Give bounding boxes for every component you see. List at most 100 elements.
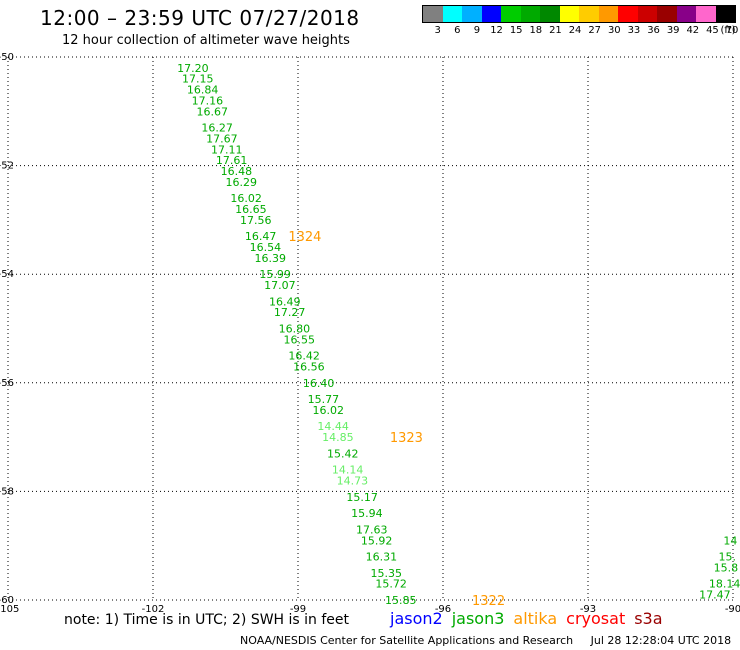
lat-tick-label: -52: [0, 161, 14, 172]
map-subtitle: 12 hour collection of altimeter wave hei…: [62, 33, 350, 48]
legend-swatch: [618, 6, 638, 22]
legend-swatch: [540, 6, 560, 22]
wave-height-label: 15.35: [371, 567, 403, 580]
wave-height-label: 17.61: [216, 154, 248, 167]
lon-tick-label: -96: [435, 604, 451, 615]
wave-height-label: 16.48: [221, 165, 253, 178]
wave-height-label: 16.39: [255, 252, 287, 265]
legend-swatch: [676, 6, 696, 22]
wave-height-label: 14.85: [322, 431, 354, 444]
wave-height-label: 16.47: [245, 230, 276, 243]
wave-height-label: 17.27: [274, 306, 306, 319]
lat-tick-label: -50: [0, 52, 14, 63]
wave-height-label: 17.63: [356, 523, 388, 536]
lon-tick-label: -102: [142, 604, 165, 615]
wave-height-label: 16.54: [250, 241, 282, 254]
wave-height-label: 17.11: [211, 143, 243, 156]
legend-tick-label: 27: [588, 25, 602, 36]
wave-height-label: 16.55: [284, 333, 316, 346]
pass-number-label: 1322: [472, 594, 505, 609]
legend-tick-label: 21: [549, 25, 562, 36]
legend-swatch: [637, 6, 657, 22]
color-scale-ticks: 3 6 9 12 15 18 21 24 27 30 33 36 39 42 45 70 (ft): [422, 23, 739, 37]
satellite-altika-label: altika: [513, 609, 558, 628]
wave-height-label: 15.72: [375, 578, 407, 591]
lat-tick-label: -56: [0, 378, 14, 389]
wave-height-label: 17.15: [182, 73, 214, 86]
lon-tick-label: -99: [290, 604, 306, 615]
lat-tick-label: -54: [0, 269, 14, 280]
legend-swatch: [696, 6, 716, 22]
pass-number-label: 1323: [390, 431, 423, 446]
lon-tick-label: -90: [725, 604, 740, 615]
wave-height-label: 16.40: [303, 377, 335, 390]
generated-timestamp: Jul 28 12:28:04 UTC 2018: [590, 634, 732, 647]
lon-tick-label: -93: [580, 604, 596, 615]
wave-height-label: 14.44: [317, 420, 349, 433]
lat-tick-label: -58: [0, 486, 14, 497]
legend-swatch: [598, 6, 618, 22]
legend-swatch: [501, 6, 521, 22]
wave-height-label: 16.31: [366, 551, 398, 564]
wave-height-label: 17.67: [206, 132, 238, 145]
legend-tick-label: 42: [686, 25, 700, 36]
legend-swatch: [520, 6, 540, 22]
wave-height-label-east: 15.8: [714, 561, 739, 574]
wave-height-label: 16.80: [279, 323, 311, 336]
wave-height-label: 16.42: [288, 350, 320, 363]
wave-height-label: 15.85: [385, 594, 417, 607]
legend-tick-label: 3: [434, 25, 441, 36]
pass-number-label: 1324: [288, 230, 321, 245]
wave-height-label: 17.56: [240, 214, 272, 227]
legend-tick-label: 45: [706, 25, 719, 36]
wave-height-label: 14.14: [332, 464, 364, 477]
color-scale-bar: [422, 5, 736, 23]
satellite-jason2-label: jason2: [390, 609, 443, 628]
legend-swatch: [462, 6, 482, 22]
legend-tick-label: 15: [509, 25, 523, 36]
wave-height-label: 15.42: [327, 447, 359, 460]
wave-height-label: 14.73: [337, 475, 369, 488]
legend-tick-label: 18: [529, 25, 543, 36]
map-title: 12:00 – 23:59 UTC 07/27/2018: [40, 6, 360, 30]
wave-height-label: 16.65: [235, 203, 267, 216]
satellite-cryosat-label: cryosat: [566, 609, 626, 628]
wave-height-label-east: 17.47: [699, 589, 731, 602]
legend-tick-label: 12: [490, 25, 503, 36]
wave-height-label: 15.92: [361, 534, 393, 547]
wave-height-label: 17.07: [264, 279, 296, 292]
lon-tick-label: -105: [0, 604, 19, 615]
satellite-s3a-label: s3a: [634, 609, 663, 628]
legend-swatch: [559, 6, 579, 22]
legend-unit-label: (ft): [720, 25, 736, 36]
lat-tick-label: -60: [0, 595, 14, 606]
wave-height-label: 15.77: [308, 393, 340, 406]
footer-note: note: 1) Time is in UTC; 2) SWH is in fe…: [64, 612, 350, 628]
legend-swatch: [579, 6, 599, 22]
wave-height-label-east: 14: [723, 534, 737, 547]
wave-height-label: 16.56: [293, 361, 325, 374]
satellite-jason3-label: jason3: [451, 609, 505, 628]
legend-tick-label: 6: [454, 25, 461, 36]
credit-line: NOAA/NESDIS Center for Satellite Applica…: [240, 634, 731, 647]
wave-height-label: 17.20: [177, 62, 209, 75]
wave-height-label-east: 15.: [719, 551, 737, 564]
wave-height-label: 15.94: [351, 507, 383, 520]
wave-height-label: 16.02: [230, 192, 261, 205]
credit-text: NOAA/NESDIS Center for Satellite Applica…: [240, 634, 574, 647]
legend-tick-label: 9: [473, 25, 481, 36]
wave-height-label: 17.16: [192, 94, 224, 107]
legend-tick-label: 30: [607, 25, 621, 36]
legend-tick-label: 39: [666, 25, 680, 36]
legend-swatch: [481, 6, 501, 22]
wave-height-label: 15.17: [346, 491, 378, 504]
wave-height-label: 16.67: [197, 105, 229, 118]
legend-swatch: [715, 6, 735, 22]
wave-height-label: 16.29: [226, 176, 258, 189]
satellite-legend: jason2 jason3 altika cryosat s3a: [390, 609, 672, 628]
wave-height-label: 16.84: [187, 84, 219, 97]
wave-height-label: 16.27: [201, 122, 233, 135]
legend-tick-label: 24: [568, 25, 582, 36]
legend-swatch: [423, 6, 443, 22]
